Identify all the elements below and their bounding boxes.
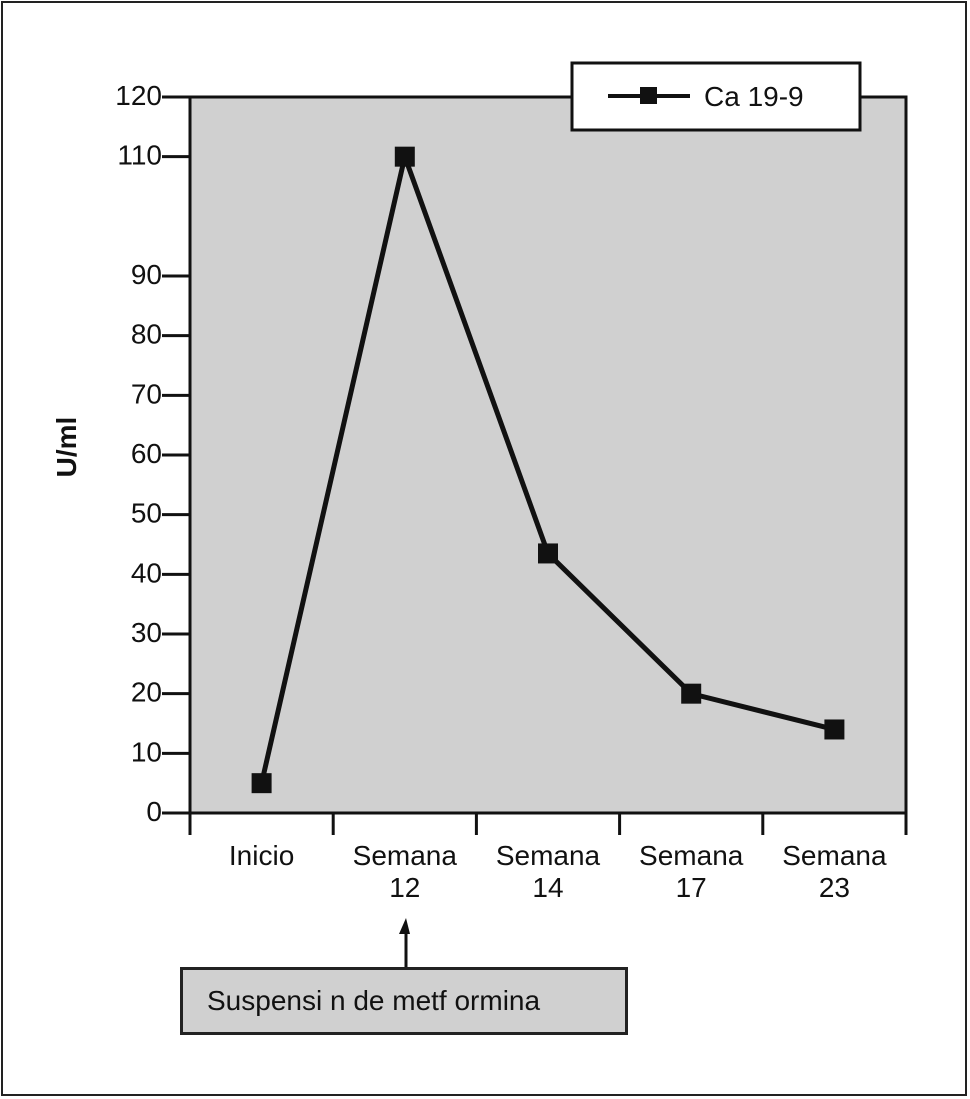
legend-label: Ca 19-9: [704, 81, 804, 112]
annotation-box: Suspensi n de metf ormina: [180, 967, 628, 1035]
legend-marker-swatch: [640, 87, 657, 104]
data-point-marker: [824, 719, 845, 740]
y-tick-label: 60: [131, 438, 162, 469]
y-tick-label: 110: [117, 140, 162, 171]
plot-area: [188, 95, 908, 815]
x-tick-label: Inicio: [229, 840, 294, 871]
y-tick-label: 10: [131, 736, 162, 767]
y-tick-label: 50: [131, 498, 162, 529]
y-tick-label: 40: [131, 557, 162, 588]
data-point-marker: [538, 543, 558, 564]
y-tick-label: 80: [131, 319, 162, 350]
data-point-marker: [681, 683, 702, 704]
data-point-marker: [251, 773, 272, 794]
y-tick-label: 20: [131, 677, 162, 708]
annotation-text: Suspensi n de metf ormina: [207, 985, 541, 1016]
x-tick-label: Semana 14: [496, 840, 601, 903]
y-tick-label: 0: [146, 796, 162, 827]
x-tick-label: Semana 23: [782, 840, 887, 903]
annotation-arrowhead: [399, 918, 410, 934]
y-tick-label: 120: [115, 80, 162, 111]
y-tick-label: 30: [131, 617, 162, 648]
x-tick-label: Semana 12: [353, 840, 458, 903]
legend: Ca 19-9: [570, 61, 862, 132]
y-tick-label: 90: [131, 259, 162, 290]
x-tick-label: Semana 17: [639, 840, 744, 903]
y-tick-label: 70: [131, 378, 162, 409]
data-point-marker: [394, 146, 415, 167]
y-axis-label: U/ml: [51, 417, 82, 478]
